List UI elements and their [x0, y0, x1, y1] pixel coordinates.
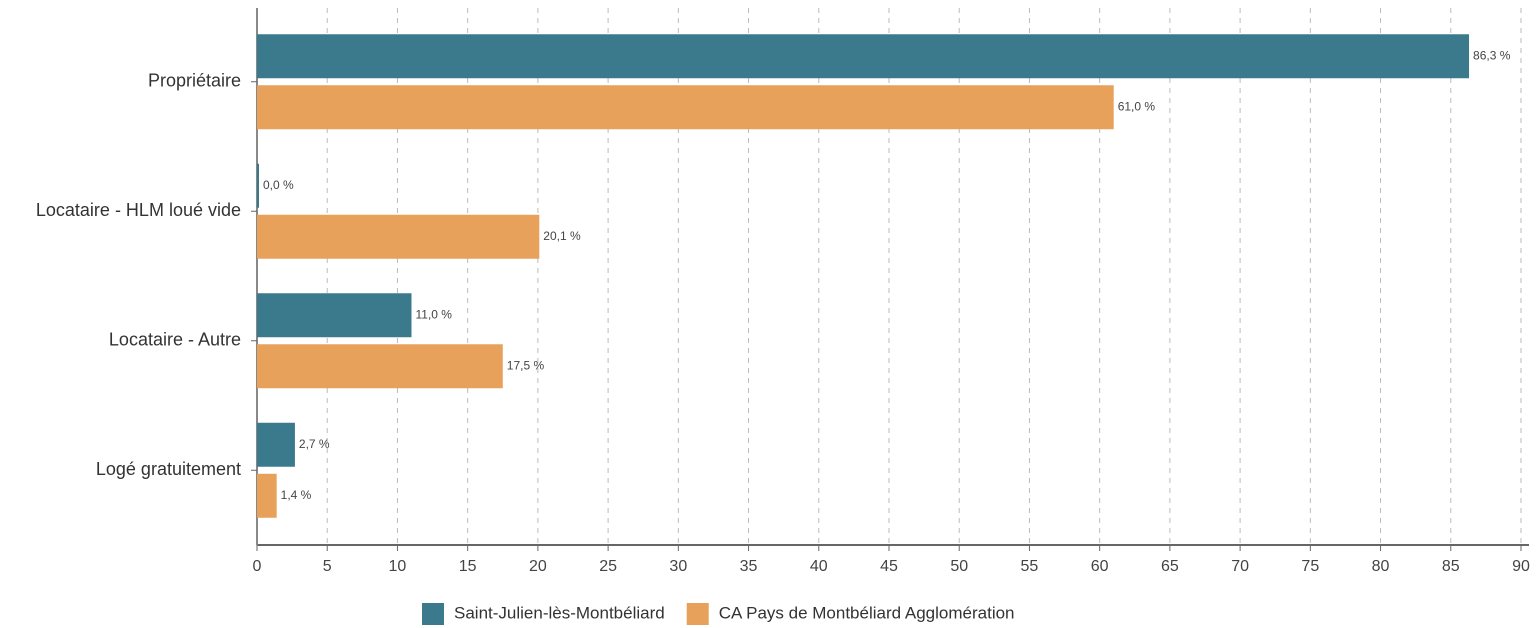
x-tick-label: 50: [950, 558, 968, 575]
x-tick-label: 90: [1512, 558, 1530, 575]
x-tick-label: 55: [1021, 558, 1039, 575]
x-tick-label: 5: [323, 558, 332, 575]
bar: [257, 344, 503, 389]
bar: [257, 34, 1470, 79]
bar: [257, 85, 1114, 130]
x-tick-label: 70: [1231, 558, 1249, 575]
x-tick-label: 20: [529, 558, 547, 575]
value-label: 86,3 %: [1473, 48, 1511, 62]
value-label: 11,0 %: [415, 307, 452, 321]
legend-swatch: [686, 603, 709, 625]
y-tick-label: Logé gratuitement: [96, 459, 241, 479]
bar: [257, 214, 540, 259]
x-tick-label: 15: [459, 558, 477, 575]
value-label: 17,5 %: [507, 358, 545, 372]
bar: [257, 422, 295, 467]
value-label: 20,1 %: [543, 229, 581, 243]
legend-label: CA Pays de Montbéliard Agglomération: [719, 603, 1015, 622]
bar: [257, 473, 277, 518]
y-tick-label: Locataire - Autre: [109, 330, 241, 350]
value-label: 0,0 %: [263, 178, 294, 192]
x-tick-label: 0: [253, 558, 262, 575]
value-label: 61,0 %: [1118, 99, 1156, 113]
bar: [257, 293, 412, 338]
x-tick-label: 10: [389, 558, 407, 575]
y-tick-label: Locataire - HLM loué vide: [36, 200, 241, 220]
x-tick-label: 45: [880, 558, 898, 575]
x-tick-label: 35: [740, 558, 758, 575]
legend-swatch: [422, 603, 444, 625]
y-tick-label: Propriétaire: [148, 71, 241, 91]
bar: [257, 163, 259, 208]
x-tick-label: 30: [669, 558, 687, 575]
x-tick-label: 80: [1372, 558, 1390, 575]
x-tick-label: 65: [1161, 558, 1179, 575]
value-label: 1,4 %: [281, 488, 312, 502]
x-tick-label: 85: [1442, 558, 1460, 575]
x-tick-label: 25: [599, 558, 617, 575]
x-tick-label: 60: [1091, 558, 1109, 575]
x-tick-label: 75: [1301, 558, 1319, 575]
value-label: 2,7 %: [299, 437, 330, 451]
legend-label: Saint-Julien-lès-Montbéliard: [454, 603, 665, 622]
x-tick-label: 40: [810, 558, 828, 575]
